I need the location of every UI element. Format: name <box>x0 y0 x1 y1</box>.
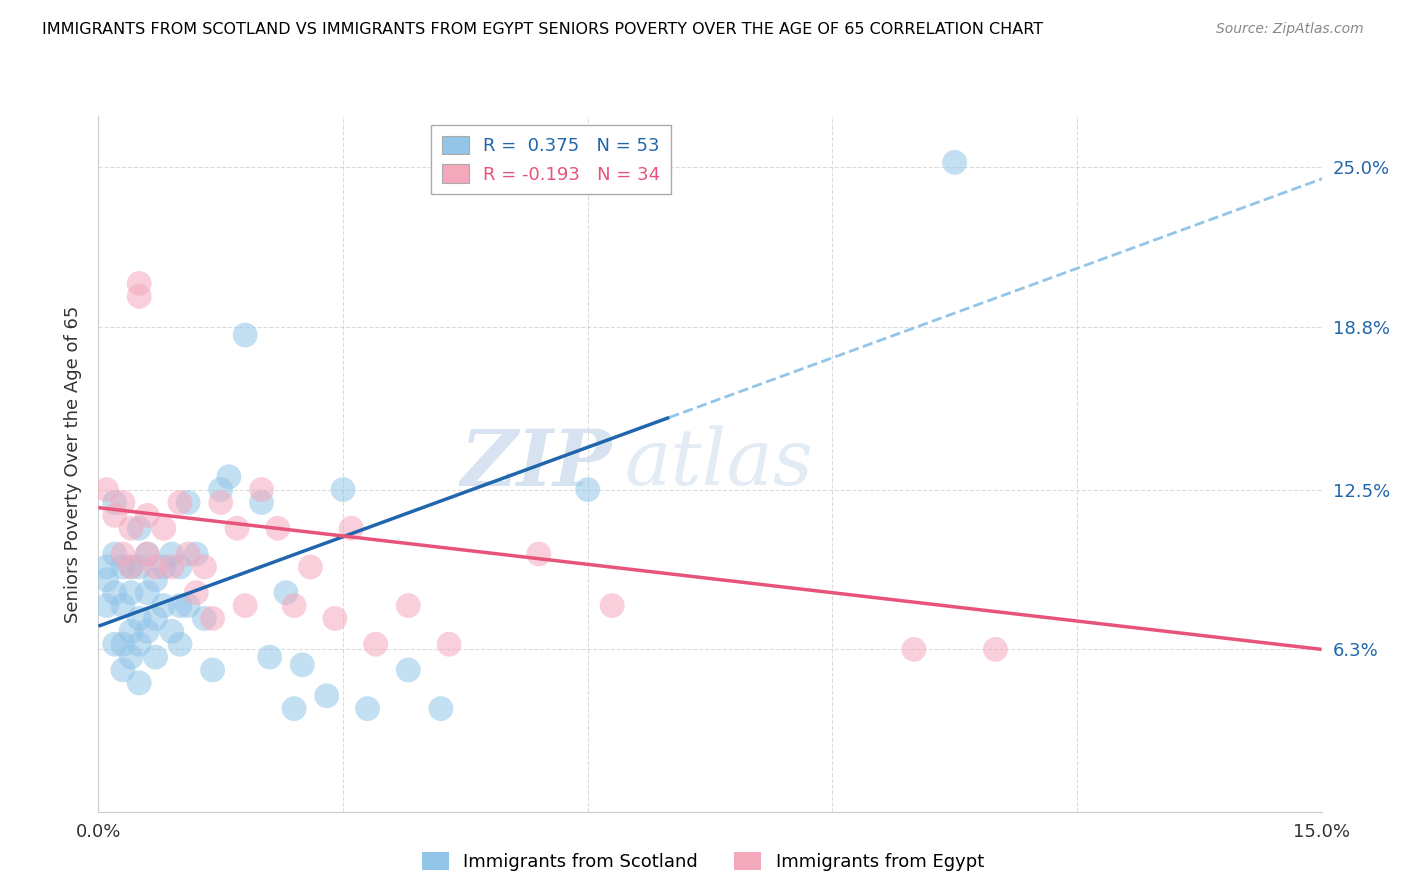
Point <box>527 547 550 561</box>
Point <box>250 483 273 497</box>
Point <box>169 495 191 509</box>
Point <box>267 521 290 535</box>
Point <box>120 521 142 535</box>
Point <box>136 547 159 561</box>
Point <box>315 689 337 703</box>
Point <box>104 585 127 599</box>
Point <box>396 599 419 613</box>
Legend: Immigrants from Scotland, Immigrants from Egypt: Immigrants from Scotland, Immigrants fro… <box>415 845 991 879</box>
Point <box>111 599 134 613</box>
Point <box>250 495 273 509</box>
Point <box>111 547 134 561</box>
Point <box>600 599 623 613</box>
Point <box>96 599 118 613</box>
Point <box>193 611 215 625</box>
Point <box>201 663 224 677</box>
Point <box>177 599 200 613</box>
Point <box>152 599 174 613</box>
Point <box>437 637 460 651</box>
Point <box>96 560 118 574</box>
Point <box>169 599 191 613</box>
Point <box>111 495 134 509</box>
Point <box>177 547 200 561</box>
Point <box>193 560 215 574</box>
Legend: R =  0.375   N = 53, R = -0.193   N = 34: R = 0.375 N = 53, R = -0.193 N = 34 <box>430 125 671 194</box>
Point <box>111 560 134 574</box>
Point <box>128 560 150 574</box>
Point <box>160 624 183 639</box>
Point <box>136 624 159 639</box>
Point <box>283 701 305 715</box>
Point <box>209 483 232 497</box>
Point <box>128 521 150 535</box>
Point <box>104 547 127 561</box>
Point <box>96 483 118 497</box>
Point <box>233 328 256 343</box>
Point <box>201 611 224 625</box>
Point <box>111 663 134 677</box>
Point <box>128 277 150 291</box>
Point <box>104 508 127 523</box>
Point <box>299 560 322 574</box>
Point <box>177 495 200 509</box>
Point <box>984 642 1007 657</box>
Point <box>145 560 167 574</box>
Point <box>104 495 127 509</box>
Point <box>120 560 142 574</box>
Point <box>152 521 174 535</box>
Point <box>218 469 240 483</box>
Point <box>136 508 159 523</box>
Point <box>120 585 142 599</box>
Point <box>323 611 346 625</box>
Point <box>152 560 174 574</box>
Point <box>332 483 354 497</box>
Point <box>120 624 142 639</box>
Point <box>233 599 256 613</box>
Text: Source: ZipAtlas.com: Source: ZipAtlas.com <box>1216 22 1364 37</box>
Y-axis label: Seniors Poverty Over the Age of 65: Seniors Poverty Over the Age of 65 <box>63 305 82 623</box>
Point <box>169 637 191 651</box>
Point <box>120 560 142 574</box>
Point <box>160 547 183 561</box>
Point <box>576 483 599 497</box>
Text: atlas: atlas <box>624 425 813 502</box>
Point <box>209 495 232 509</box>
Point <box>145 611 167 625</box>
Point <box>226 521 249 535</box>
Point <box>186 547 208 561</box>
Point <box>340 521 363 535</box>
Point <box>104 637 127 651</box>
Point <box>186 585 208 599</box>
Text: IMMIGRANTS FROM SCOTLAND VS IMMIGRANTS FROM EGYPT SENIORS POVERTY OVER THE AGE O: IMMIGRANTS FROM SCOTLAND VS IMMIGRANTS F… <box>42 22 1043 37</box>
Point <box>396 663 419 677</box>
Point <box>169 560 191 574</box>
Point <box>128 289 150 303</box>
Point <box>128 611 150 625</box>
Point <box>356 701 378 715</box>
Point <box>283 599 305 613</box>
Point <box>111 637 134 651</box>
Point <box>291 657 314 672</box>
Text: ZIP: ZIP <box>461 425 612 502</box>
Point <box>120 650 142 665</box>
Point <box>160 560 183 574</box>
Point <box>136 585 159 599</box>
Point <box>903 642 925 657</box>
Point <box>128 676 150 690</box>
Point <box>430 701 453 715</box>
Point <box>145 573 167 587</box>
Point <box>364 637 387 651</box>
Point <box>145 650 167 665</box>
Point <box>943 155 966 169</box>
Point <box>96 573 118 587</box>
Point <box>259 650 281 665</box>
Point <box>128 637 150 651</box>
Point <box>136 547 159 561</box>
Point <box>274 585 297 599</box>
